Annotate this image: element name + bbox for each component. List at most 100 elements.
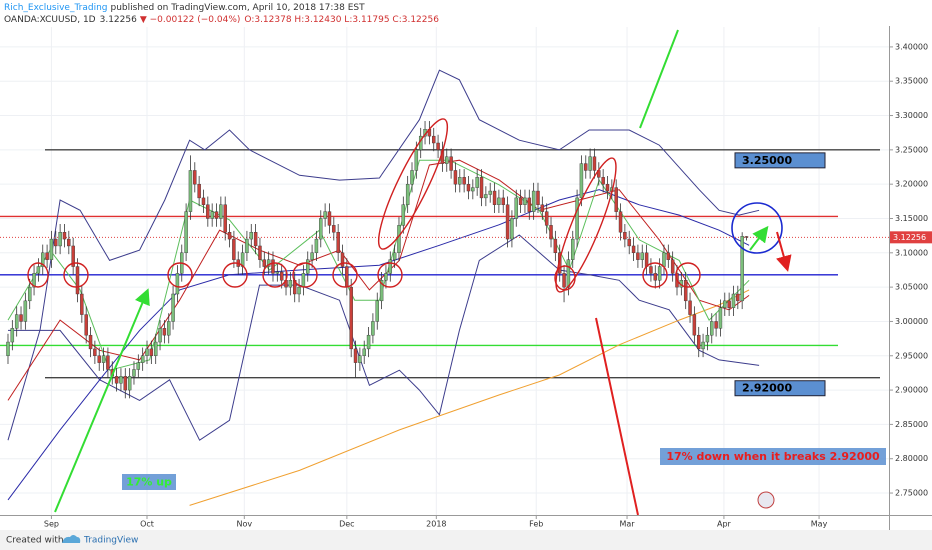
candle-body [401,204,406,226]
candle-body [88,334,93,350]
candle-body [140,355,145,363]
label-box [122,474,176,490]
candle-body [553,238,558,254]
indicator-line [8,234,760,441]
candle-body [232,238,236,260]
candle-body [71,245,75,267]
candle-body [184,211,188,254]
candle-body [210,211,214,219]
y-tick-label: 2.80000 [895,454,928,463]
candle-body [631,245,636,254]
candle-body [245,238,249,254]
candle-body [153,341,158,356]
y-tick-label: 3.15000 [895,214,928,223]
brand[interactable]: TradingView [83,536,138,546]
y-tick-label: 3.25000 [895,145,928,154]
candle-body [114,376,119,384]
trend-line [639,29,679,129]
candle-body [136,362,141,370]
candle-body [123,376,128,391]
candle-body [340,252,345,267]
candle-body [266,259,271,267]
candle-body [162,328,167,336]
candle-body [227,232,232,240]
y-tick-label: 2.75000 [895,489,928,498]
candle-body [644,252,649,267]
x-tick-label: Feb [529,520,543,529]
x-tick-label: Sep [44,520,59,529]
candle-body [527,197,532,212]
candle-body [531,190,536,212]
candle-body [314,238,319,254]
candle-body [710,321,714,336]
candle-body [10,328,15,343]
circle-annotation [292,262,318,288]
candle-body [410,170,414,185]
candle-body [262,259,267,267]
candle-body [366,334,371,350]
candle-body [323,211,327,219]
candle-body [510,218,514,240]
y-tick-label: 2.85000 [895,420,928,429]
candle-body [392,252,397,260]
candle-body [119,376,123,384]
ohlc-text: O:3.12378 H:3.12430 L:3.11795 C:3.12256 [244,15,439,25]
candle-body [275,271,280,274]
header-line: OANDA:XCUUSD, 1D 3.12256 ▼ −0.00122 (−0.04… [4,15,439,25]
candle-body [193,170,197,185]
candle-body [332,225,336,233]
candle-body [666,252,671,260]
candle-body [479,177,484,199]
candle-body [501,197,505,205]
candle-body [175,273,180,295]
candle-body [167,321,171,336]
candle-body [588,156,592,171]
candle-body [514,197,518,219]
x-tick-label: Dec [339,520,354,529]
brand-logo [62,535,81,543]
level-label-box [734,152,826,169]
candle-body [297,286,301,295]
candle-body [445,156,449,164]
candle-body [575,197,579,240]
candle-body [127,376,132,391]
arrow [749,225,769,251]
candle-body [744,236,749,238]
candle-body [718,307,723,329]
candle-body [731,293,736,308]
candle-body [623,232,627,240]
candle-body [201,197,206,205]
candle-body [627,238,631,247]
last-price-label: 3.12256 [893,233,926,242]
footer-bg [0,530,932,550]
candle-body [518,197,523,205]
candle-body [736,293,740,302]
candle-body [223,204,227,233]
indicator-line [189,289,750,506]
candle-body [405,183,410,205]
candle-body [32,273,36,288]
candle-body [358,355,362,363]
candle-body [714,321,718,329]
candle-body [97,355,101,363]
candle-body [571,238,575,260]
candle-body [93,348,97,356]
candle-body [158,328,162,343]
candle-body [432,135,436,144]
y-tick-label: 2.95000 [895,351,928,360]
candle-body [670,259,675,274]
published: published on TradingView.com, April 10, … [111,3,366,13]
trend-line [595,317,639,516]
candle-body [657,266,662,281]
candle-body [536,190,540,205]
candle-body [692,314,697,336]
candle-body [662,252,666,267]
candle-body [388,259,393,274]
candle-body [727,300,731,308]
candle-body [453,170,458,185]
change: ▼ −0.00122 (−0.04%) [140,15,241,25]
y-tick-label: 3.10000 [895,248,928,257]
y-tick-label: 3.20000 [895,180,928,189]
author[interactable]: Rich_Exclusive_Trading [4,3,108,13]
candle-body [488,190,492,195]
